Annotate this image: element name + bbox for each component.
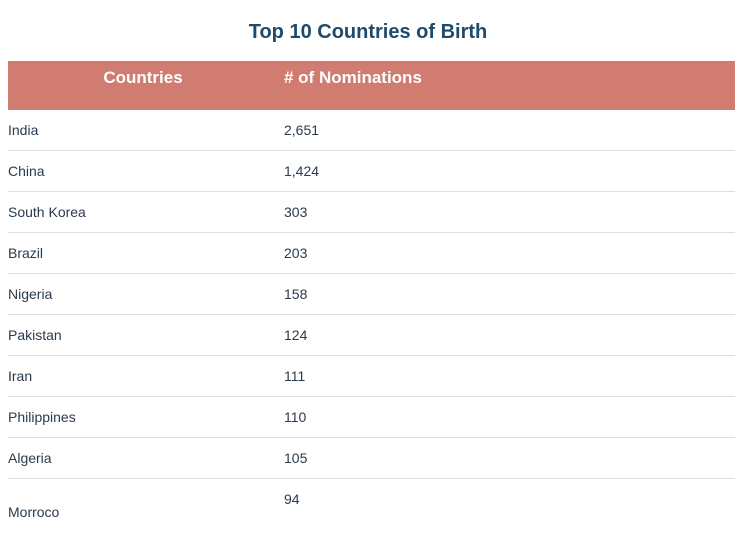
table-row: Brazil 203: [8, 233, 735, 274]
nominations-cell: 1,424: [284, 163, 320, 179]
nominations-table: Countries # of Nominations India 2,651 C…: [8, 61, 735, 529]
table-row: Pakistan 124: [8, 315, 735, 356]
table-row: Philippines 110: [8, 397, 735, 438]
country-cell: South Korea: [8, 204, 86, 220]
nominations-cell: 105: [284, 450, 308, 466]
country-cell: Philippines: [8, 409, 76, 425]
nominations-cell: 2,651: [284, 122, 320, 138]
country-cell: Pakistan: [8, 327, 62, 343]
nominations-cell: 303: [284, 204, 308, 220]
country-cell: India: [8, 122, 39, 138]
table-row: South Korea 303: [8, 192, 735, 233]
table-row: India 2,651: [8, 110, 735, 151]
table-row: Iran 111: [8, 356, 735, 397]
country-cell: Nigeria: [8, 286, 53, 302]
country-cell: Iran: [8, 368, 33, 384]
nominations-cell: 94: [284, 491, 300, 507]
nominations-cell: 203: [284, 245, 308, 261]
table-row: China 1,424: [8, 151, 735, 192]
country-cell: China: [8, 163, 45, 179]
nominations-cell: 111: [284, 368, 306, 384]
chart-title: Top 10 Countries of Birth: [248, 21, 488, 43]
nominations-cell: 110: [284, 409, 307, 425]
nominations-cell: 124: [284, 327, 308, 343]
country-cell: Algeria: [8, 450, 52, 466]
table-row: Morroco 94: [8, 479, 735, 529]
nominations-cell: 158: [284, 286, 308, 302]
country-cell: Brazil: [8, 245, 44, 261]
table-row: Nigeria 158: [8, 274, 735, 315]
header-nominations: # of Nominations: [284, 68, 422, 87]
header-countries: Countries: [103, 68, 183, 87]
table-row: Algeria 105: [8, 438, 735, 479]
table-header: Countries # of Nominations: [8, 61, 735, 110]
country-cell: Morroco: [8, 504, 60, 520]
